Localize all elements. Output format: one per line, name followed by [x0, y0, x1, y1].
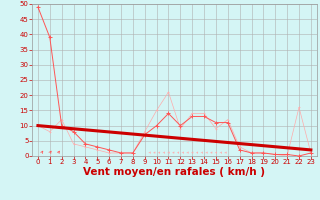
X-axis label: Vent moyen/en rafales ( km/h ): Vent moyen/en rafales ( km/h ): [84, 167, 265, 177]
